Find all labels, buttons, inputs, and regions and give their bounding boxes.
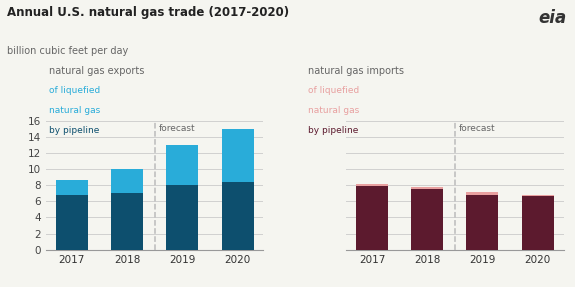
Text: natural gas imports: natural gas imports — [308, 66, 404, 76]
Bar — [221, 182, 254, 250]
Bar — [522, 195, 554, 196]
Bar — [466, 192, 499, 195]
Text: natural gas exports: natural gas exports — [49, 66, 144, 76]
Bar — [522, 196, 554, 250]
Bar — [221, 129, 254, 182]
Text: Annual U.S. natural gas trade (2017-2020): Annual U.S. natural gas trade (2017-2020… — [7, 6, 289, 19]
Text: eia: eia — [538, 9, 566, 27]
Bar — [111, 193, 143, 250]
Text: of liquefied: of liquefied — [308, 86, 359, 95]
Text: by pipeline: by pipeline — [49, 126, 99, 135]
Bar — [411, 189, 443, 250]
Text: by pipeline: by pipeline — [308, 126, 358, 135]
Text: natural gas: natural gas — [49, 106, 100, 115]
Bar — [56, 180, 88, 195]
Bar — [166, 185, 198, 250]
Bar — [411, 187, 443, 189]
Text: billion cubic feet per day: billion cubic feet per day — [7, 46, 128, 56]
Text: natural gas: natural gas — [308, 106, 359, 115]
Text: forecast: forecast — [159, 124, 195, 133]
Bar — [111, 169, 143, 193]
Bar — [356, 186, 388, 250]
Bar — [56, 195, 88, 250]
Bar — [356, 183, 388, 186]
Bar — [166, 145, 198, 185]
Text: of liquefied: of liquefied — [49, 86, 100, 95]
Bar — [466, 195, 499, 250]
Text: forecast: forecast — [459, 124, 495, 133]
